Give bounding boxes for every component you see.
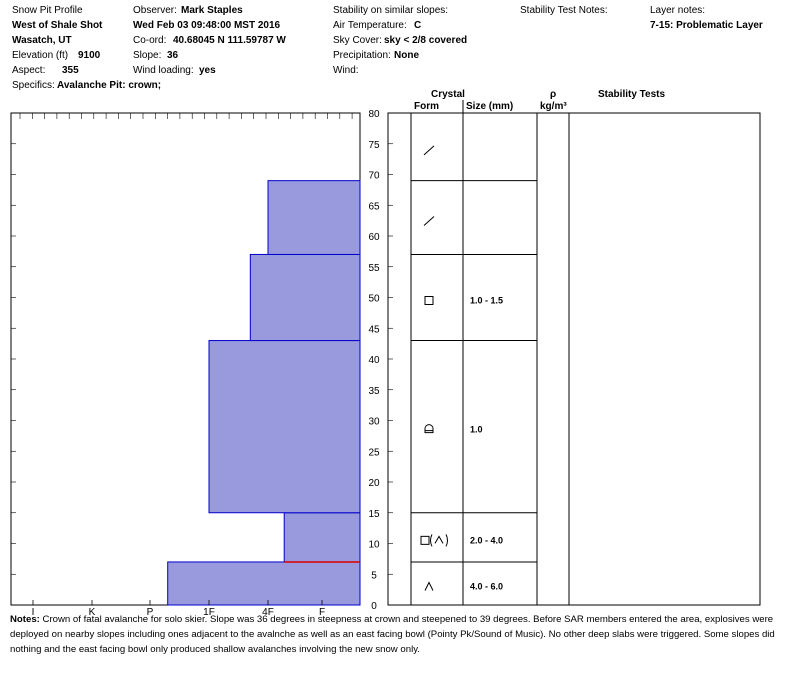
layer-table: 4.0 - 6.0 2.0 - 4.0 1.0 1.0 - 1.5 [387,100,761,606]
air-temp-label: Air Temperature: [333,20,407,31]
wind-loading-value: yes [199,65,216,76]
observer-value: Mark Staples [181,5,243,16]
notes-block: Notes: Crown of fatal avalanche for solo… [10,612,795,657]
y-tick-label: 25 [368,447,380,458]
paren-right-icon [445,534,448,547]
grain-size: 2.0 - 4.0 [470,535,503,545]
specifics-value: Avalanche Pit: crown; [57,80,162,91]
slope-label: Slope: [133,50,162,61]
hardness-bar-1 [283,512,361,563]
density-symbol-header: ρ [550,89,557,100]
aspect-value: 355 [62,65,79,76]
table-border [387,112,761,606]
y-tick-label: 35 [368,386,380,397]
hardness-bar-2 [208,340,361,514]
y-tick-label: 60 [368,232,380,243]
specifics-label: Specifics: [12,80,55,91]
precip-value: None [394,50,419,61]
x-tick-label: 1F [203,607,215,618]
elevation-label: Elevation (ft) [12,50,69,61]
x-tick-label: F [319,607,325,618]
y-tick-label: 20 [368,478,380,489]
faceted-rounded-icon [424,424,434,434]
y-tick-label: 75 [368,140,380,151]
y-tick-label: 55 [368,263,380,274]
y-tick-label: 30 [368,417,380,428]
depth-hoar-icon [434,535,444,544]
sky-cover-label: Sky Cover: [333,35,382,46]
sky-cover-value: sky < 2/8 covered [384,35,468,46]
layer-row-0: 4.0 - 6.0 [424,581,503,591]
form-header: Form [414,101,439,112]
notes-text: Crown of fatal avalanche for solo skier.… [10,614,775,655]
slope-value: 36 [167,50,179,61]
crystal-header: Crystal [431,89,465,100]
facet-square-icon [420,535,430,545]
air-temp-value: C [414,20,422,31]
y-tick-label: 65 [368,201,380,212]
y-tick-label: 80 [368,109,380,120]
stability-test-notes-label: Stability Test Notes: [520,5,608,16]
layer-notes-label: Layer notes: [650,5,706,16]
y-tick-label: 40 [368,355,380,366]
location-name: West of Shale Shot [12,20,103,31]
y-tick-label: 45 [368,324,380,335]
hardness-axis: I K P 1F 4F F [32,600,325,618]
y-tick-label: 50 [368,294,380,305]
coord-label: Co-ord: [133,35,167,46]
hardness-bar-0 [167,561,361,606]
layer-row-1: 2.0 - 4.0 [420,534,503,547]
hardness-bar-3 [249,253,361,342]
precip-label: Precipitation: [333,50,391,61]
observation-date: Wed Feb 03 09:48:00 MST 2016 [133,20,281,31]
facet-square-icon [424,296,434,305]
layer-row-2: 1.0 [424,424,483,435]
layer-row-3: 1.0 - 1.5 [424,296,503,306]
wind-label: Wind: [333,65,359,76]
aspect-label: Aspect: [12,65,46,76]
stability-similar-label: Stability on similar slopes: [333,5,449,16]
paren-left-icon [430,534,433,547]
depth-hoar-icon [424,581,434,591]
decomposing-icon [423,216,435,226]
observer-label: Observer: [133,5,177,16]
stability-tests-header: Stability Tests [598,89,666,100]
x-tick-label: P [147,607,154,618]
x-tick-label: I [32,607,35,618]
coord-value: 40.68045 N 111.59787 W [173,35,286,46]
grain-size: 1.0 [470,425,483,435]
x-tick-label: 4F [262,607,274,618]
hardness-bar-4 [267,180,361,255]
y-tick-label: 10 [368,540,380,551]
notes-label: Notes: [10,614,40,625]
size-header: Size (mm) [466,101,514,112]
hardness-layer-bars [167,180,361,606]
x-tick-label: K [89,607,96,618]
layer-row-5 [423,145,435,156]
height-axis: 0 5 10 15 20 25 30 35 40 45 50 55 60 65 70 75 80 [368,109,380,612]
grain-size: 1.0 - 1.5 [470,296,503,306]
y-tick-label: 70 [368,171,380,182]
y-tick-label: 15 [368,509,380,520]
density-unit-header: kg/m³ [540,101,567,112]
wind-loading-label: Wind loading: [133,65,194,76]
layer-notes-value: 7-15: Problematic Layer [650,20,763,31]
y-tick-label: 5 [371,570,377,581]
region-name: Wasatch, UT [12,35,72,46]
grain-size: 4.0 - 6.0 [470,581,503,591]
y-tick-label: 0 [371,601,377,612]
profile-title: Snow Pit Profile [12,5,83,16]
elevation-value: 9100 [78,50,101,61]
layer-row-4 [423,216,435,226]
decomposing-icon [423,145,435,156]
